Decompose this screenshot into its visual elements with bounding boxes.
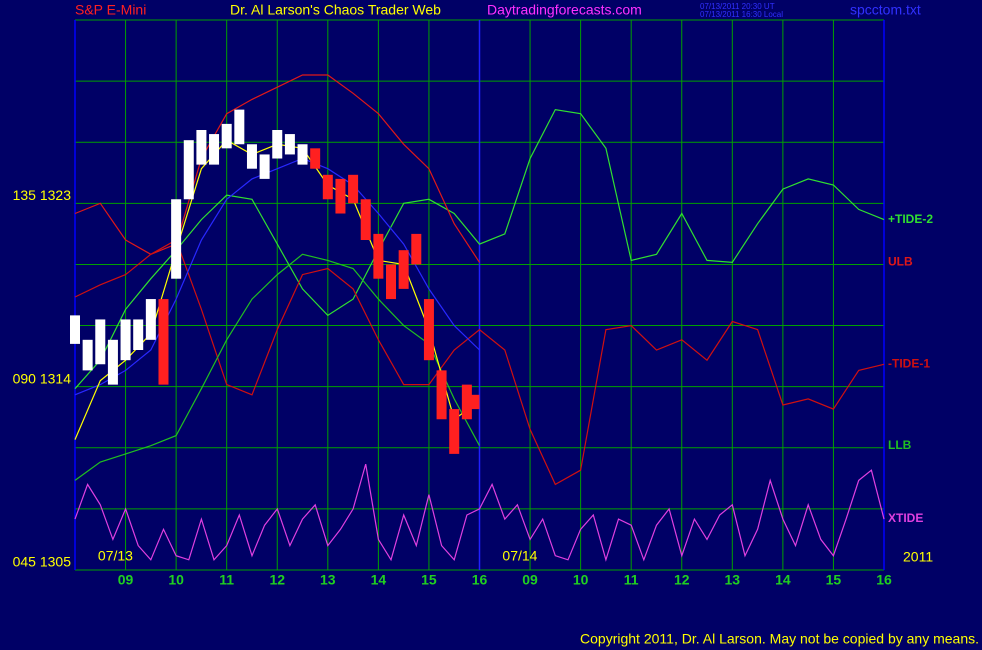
price-bar [335, 178, 346, 214]
price-bar [209, 134, 220, 165]
x-tick-label: 13 [320, 572, 336, 588]
price-bar [398, 250, 409, 289]
price-bar [461, 384, 472, 420]
price-bar [196, 130, 207, 165]
price-bar [183, 140, 194, 200]
symbol: S&P E-Mini [75, 2, 146, 18]
line-layer [70, 74, 885, 562]
series-line [74, 108, 885, 390]
x-tick-label: 16 [472, 572, 488, 588]
price-bar [95, 319, 106, 365]
price-bar [82, 339, 93, 371]
x-tick-label: 12 [674, 572, 690, 588]
date-label: 07/14 [502, 548, 537, 564]
x-tick-label: 12 [269, 572, 285, 588]
x-tick-label: 14 [371, 572, 387, 588]
timestamp: 07/13/2011 20:30 UT [700, 2, 775, 11]
legend-label: -TIDE-1 [888, 356, 930, 370]
price-bar [259, 154, 270, 179]
price-bar [221, 123, 232, 149]
series-line [74, 253, 481, 481]
y-tick-label: 045 1305 [13, 554, 72, 570]
chart-title: Dr. Al Larson's Chaos Trader Web [230, 2, 441, 18]
x-tick-label: 11 [219, 572, 234, 588]
price-bar [360, 199, 371, 240]
y-tick-label: 135 1323 [13, 187, 72, 203]
price-bar [423, 299, 434, 361]
price-bar [107, 339, 118, 385]
file-name: spcctom.txt [850, 2, 921, 18]
timestamp: 07/13/2011 16:30 Local [700, 10, 783, 19]
date-label: 07/13 [98, 548, 133, 564]
x-tick-label: 15 [826, 572, 842, 588]
series-line [74, 74, 481, 263]
price-bar [322, 174, 333, 200]
price-bar [411, 233, 422, 265]
x-tick-label: 09 [118, 572, 134, 588]
price-bar [373, 233, 384, 279]
year-label: 2011 [903, 549, 933, 565]
label-layer: S&P E-Mini Dr. Al Larson's Chaos Trader … [13, 2, 979, 647]
series-line [74, 463, 885, 562]
price-bar [145, 299, 156, 340]
x-tick-label: 11 [624, 572, 639, 588]
price-bar [310, 148, 321, 169]
x-tick-label: 15 [421, 572, 437, 588]
legend-label: ULB [888, 255, 913, 269]
price-bar [449, 409, 460, 454]
x-tick-label: 10 [168, 572, 184, 588]
price-bar [133, 319, 144, 350]
price-bar [171, 199, 182, 279]
price-bar [158, 299, 169, 385]
legend-label: XTIDE [888, 511, 923, 525]
price-bar [297, 144, 308, 165]
price-bar [234, 109, 245, 145]
price-bar [284, 134, 295, 155]
series-line [74, 239, 885, 486]
y-tick-label: 090 1314 [13, 370, 72, 386]
price-bar [246, 144, 257, 169]
x-tick-label: 14 [775, 572, 791, 588]
price-bar [70, 315, 80, 344]
price-bar [272, 130, 283, 159]
copyright: Copyright 2011, Dr. Al Larson. May not b… [580, 631, 979, 647]
price-bar [120, 319, 131, 361]
x-tick-label: 10 [573, 572, 589, 588]
x-tick-label: 13 [725, 572, 741, 588]
price-bar [348, 174, 359, 204]
x-tick-label: 16 [876, 572, 892, 588]
legend-label: +TIDE-2 [888, 212, 933, 226]
legend-label: LLB [888, 438, 912, 452]
price-bar [386, 264, 397, 300]
x-tick-label: 09 [522, 572, 538, 588]
site: Daytradingforecasts.com [487, 2, 642, 18]
price-bar [436, 370, 447, 420]
price-bar [469, 394, 480, 410]
